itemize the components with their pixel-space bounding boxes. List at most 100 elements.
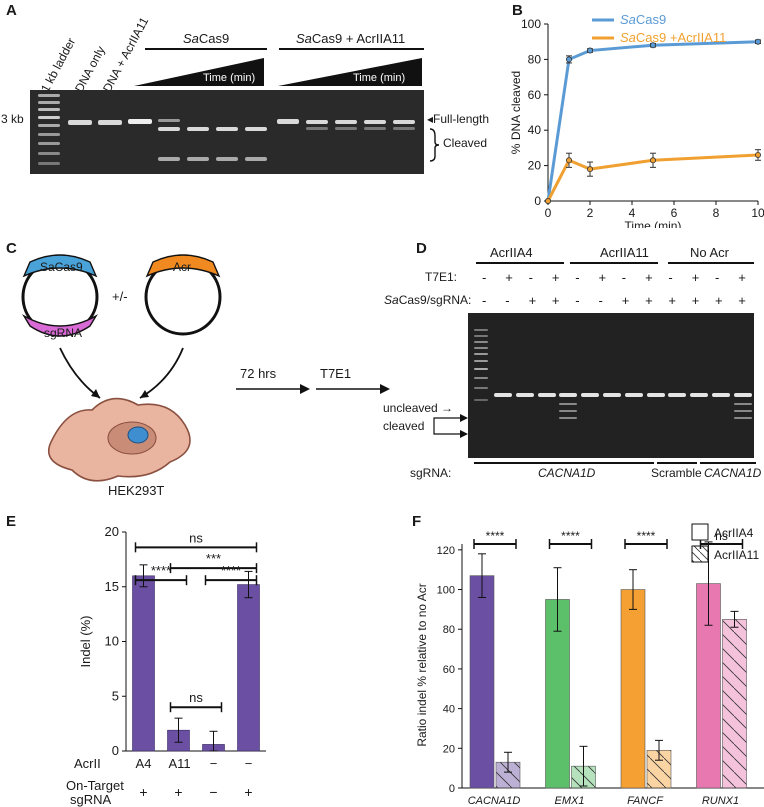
gel-d-band [537, 393, 556, 397]
f-y-tick-label: 20 [443, 743, 455, 755]
d-cas-sign: + [715, 293, 723, 308]
sgrna-cassette [22, 314, 98, 337]
f-y-tick-label: 60 [443, 664, 455, 676]
d-t7e1-sign: - [668, 270, 673, 285]
f-x-tick-label: FANCF [627, 795, 664, 807]
step-t7e1-label: T7E1 [320, 366, 352, 381]
gel-a-group2-line [279, 48, 424, 50]
gel-d-band [494, 393, 512, 397]
d-group-line-3 [668, 262, 754, 264]
f-y-tick-label: 120 [437, 545, 455, 557]
gel-d-band [603, 393, 621, 397]
gel-d-band [624, 393, 643, 397]
gel-a-cleaved-label: Cleaved [443, 136, 488, 150]
e-target-value: − [209, 784, 218, 800]
plusminus-label: +/- [112, 289, 128, 304]
f-legend-entry: AcrIIA4 [714, 526, 754, 540]
e-sig-label: *** [206, 551, 221, 566]
f-x-tick-label: CACNA1D [468, 795, 521, 807]
d-sgrna-line-2 [657, 462, 697, 464]
e-y-tick-label: 20 [105, 524, 119, 539]
gel-d-band [646, 393, 665, 397]
cell-nucleus [127, 426, 149, 444]
panel-d-label: D [416, 240, 427, 257]
e-y-tick-label: 10 [105, 634, 119, 649]
gel-d-cleaved-band [559, 403, 578, 405]
d-t7e1-sign: + [598, 270, 607, 285]
gel-a-image [30, 90, 424, 174]
d-cas-sign: + [551, 293, 560, 308]
b-y-tick-label: 80 [528, 52, 542, 66]
b-point [754, 151, 761, 158]
gel-a-group1-title: SaCas9 [183, 31, 230, 46]
e-acr-row-label: AcrII [74, 756, 101, 771]
gel-a-time-label-2: Time (min) [353, 72, 406, 84]
step-72hrs-label: 72 hrs [240, 366, 277, 381]
cleaved-bracket [429, 128, 440, 162]
b-x-tick-label: 10 [751, 206, 764, 220]
b-y-tick-label: 0 [534, 194, 541, 208]
arrow-right [139, 347, 184, 399]
f-sig-label: **** [486, 529, 505, 543]
e-y-axis-label: Indel (%) [78, 615, 93, 667]
d-group-line-2 [570, 262, 658, 264]
f-legend-swatch [691, 545, 709, 563]
e-target-value: + [174, 784, 183, 800]
b-point [649, 157, 656, 164]
e-y-tick-label: 5 [112, 688, 119, 703]
d-t7e1-sign: + [645, 270, 653, 285]
sacas9-cassette [22, 254, 98, 278]
b-y-tick-label: 20 [528, 159, 542, 173]
sacas9-label: SaCas9 [40, 260, 83, 274]
b-point [566, 157, 573, 164]
panel-f-label: F [412, 513, 422, 530]
e-sig-label: ns [189, 530, 203, 545]
gel-d-band [733, 393, 752, 397]
e-acr-value: − [209, 756, 218, 771]
e-acr-value: − [244, 756, 253, 771]
f-sig-label: **** [561, 529, 580, 543]
step-arrow-1 [236, 384, 310, 394]
f-x-tick-label: RUNX1 [702, 795, 739, 807]
e-acr-value: A4 [135, 756, 152, 771]
d-t7e1-sign: + [691, 270, 700, 285]
b-series-line [546, 40, 759, 202]
gel-d-band [581, 393, 600, 397]
b-point [649, 42, 656, 49]
time-wedge-1 [134, 58, 264, 86]
e-sig-label: **** [221, 563, 241, 578]
gel-d-band [559, 393, 578, 397]
gel-d-cleaved-band [559, 417, 578, 419]
b-point [587, 47, 594, 54]
gel-d-cleaved-band [559, 410, 578, 412]
d-cas-sign: + [645, 293, 653, 308]
e-sig-label: ns [189, 690, 203, 705]
panel-a-label: A [6, 2, 17, 19]
gel-a-size-label: 3 kb [1, 112, 24, 126]
f-y-axis-label: Ratio indel % relative to no Acr [415, 583, 429, 746]
b-x-axis-label: Time (min) [625, 219, 682, 228]
f-bar [469, 575, 495, 789]
f-sig-label: ns [715, 529, 728, 543]
f-sig-label: **** [637, 529, 656, 543]
d-cas-sign: - [505, 293, 510, 308]
d-cas-sign: + [738, 293, 746, 308]
gel-a-time-label-1: Time (min) [203, 72, 256, 84]
d-t7e1-sign: - [528, 270, 533, 285]
d-sgrna-scramble: Scramble [651, 466, 702, 480]
e-y-tick-label: 0 [112, 743, 119, 758]
d-cas-sign: + [668, 293, 676, 308]
schematic-c [21, 254, 222, 482]
panel-e-label: E [6, 513, 17, 530]
b-x-tick-label: 8 [713, 206, 720, 220]
e-target-row-label-2: sgRNA [70, 792, 112, 807]
f-y-tick-label: 100 [437, 585, 455, 597]
gel-d-cleaved-band [733, 403, 752, 405]
panel-c-label: C [6, 240, 17, 257]
d-cleaved-label: cleaved [383, 419, 425, 433]
f-legend-swatch [691, 523, 709, 541]
b-y-axis-label: % DNA cleaved [509, 71, 523, 154]
d-t7e1-sign: + [738, 270, 746, 285]
d-group-line-1 [476, 262, 564, 264]
b-x-tick-label: 4 [629, 206, 636, 220]
